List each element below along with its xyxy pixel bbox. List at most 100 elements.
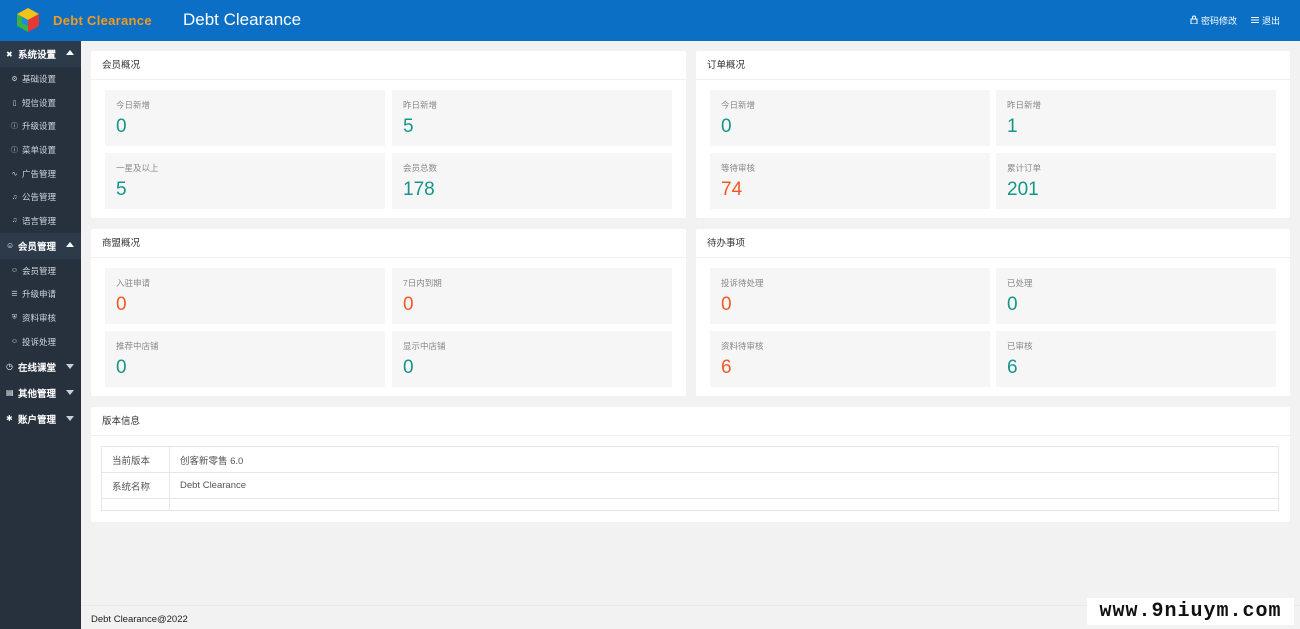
user-icon: ☺ — [6, 241, 15, 251]
stat-card: 已审核 6 — [996, 331, 1276, 387]
sidebar-item-label: 公告管理 — [22, 192, 57, 203]
sidebar-item-menu-settings[interactable]: ⓘ 菜单设置 — [0, 138, 81, 162]
chevron-up-icon — [66, 241, 74, 247]
stat-value: 5 — [116, 179, 127, 200]
stat-card: 入驻申请 0 — [105, 268, 385, 324]
stat-label: 今日新增 — [116, 100, 151, 110]
logo-text: Debt Clearance — [53, 12, 152, 28]
sidebar-item-language-management[interactable]: ♫ 语言管理 — [0, 209, 81, 233]
sidebar-item-label: 语言管理 — [22, 215, 57, 226]
stat-label: 7日内到期 — [403, 278, 442, 288]
top-links: 密码修改 退出 — [1190, 14, 1280, 27]
nav-group-label: 会员管理 — [18, 241, 57, 253]
panel-title: 会员概况 — [91, 51, 686, 80]
nav-group-member-management[interactable]: ☺ 会员管理 — [0, 232, 81, 259]
stat-value: 0 — [116, 294, 127, 315]
sidebar-item-basic-settings[interactable]: ⚙ 基础设置 — [0, 67, 81, 91]
watermark: www.9niuym.com — [1087, 598, 1294, 625]
stat-value: 5 — [403, 116, 414, 137]
stat-card: 7日内到期 0 — [392, 268, 672, 324]
nav-group-account-management[interactable]: ✱ 账户管理 — [0, 406, 81, 432]
stat-card: 等待审核 74 — [710, 153, 990, 209]
stat-value: 6 — [1007, 357, 1018, 378]
stat-label: 累计订单 — [1007, 163, 1042, 173]
sidebar-item-notice-management[interactable]: ♫ 公告管理 — [0, 185, 81, 209]
info-icon: ⓘ — [11, 123, 18, 131]
stat-card: 累计订单 201 — [996, 153, 1276, 209]
stat-label: 已处理 — [1007, 278, 1033, 288]
sidebar-item-complaints[interactable]: ☺ 投诉处理 — [0, 330, 81, 354]
sidebar-item-label: 升级申请 — [22, 289, 57, 300]
stat-card: 会员总数 178 — [392, 153, 672, 209]
stat-value: 6 — [721, 357, 732, 378]
sidebar: ✖ 系统设置 ⚙ 基础设置 ▯ 短信设置 ⓘ 升级设置 ⓘ 菜单设置 ∿ 广告管理 ♫ 公告… — [0, 41, 81, 629]
version-table: 当前版本 创客新零售 6.0 系统名称 Debt Clearance — [101, 446, 1279, 511]
sidebar-item-sms-settings[interactable]: ▯ 短信设置 — [0, 91, 81, 115]
panel-merchant-overview: 商盟概况 入驻申请 0 7日内到期 0 推荐中店铺 0 显示中店铺 0 — [91, 229, 686, 396]
bell-icon: ♫ — [11, 217, 18, 225]
stat-label: 等待审核 — [721, 163, 756, 173]
table-cell-value — [169, 498, 1279, 511]
stat-card: 已处理 0 — [996, 268, 1276, 324]
stat-label: 昨日新增 — [1007, 100, 1042, 110]
sidebar-item-label: 短信设置 — [22, 97, 57, 108]
chevron-down-icon — [66, 389, 74, 395]
nav-group-online-classroom[interactable]: ◷ 在线课堂 — [0, 354, 81, 380]
chevron-up-icon — [66, 50, 74, 55]
stat-label: 一星及以上 — [116, 163, 159, 173]
logo-cube-icon — [14, 6, 42, 34]
stat-card: 今日新增 0 — [710, 90, 990, 146]
stat-value: 0 — [116, 357, 127, 378]
table-cell-value: Debt Clearance — [169, 472, 1279, 499]
stat-label: 显示中店铺 — [403, 341, 446, 351]
table-cell-value: 创客新零售 6.0 — [169, 446, 1279, 473]
stat-value: 0 — [403, 294, 414, 315]
panel-title: 订单概况 — [696, 51, 1290, 80]
stat-value: 1 — [1007, 116, 1018, 137]
stat-value: 0 — [403, 357, 414, 378]
stat-label: 资料待审核 — [721, 341, 764, 351]
stat-value: 0 — [1007, 294, 1018, 315]
stat-label: 投诉待处理 — [721, 278, 764, 288]
stat-label: 会员总数 — [403, 163, 438, 173]
panel-member-overview: 会员概况 今日新增 0 昨日新增 5 一星及以上 5 会员总数 178 — [91, 51, 686, 218]
table-row: 系统名称 Debt Clearance — [101, 472, 1279, 499]
gear-icon: ✱ — [6, 414, 13, 424]
sidebar-item-label: 广告管理 — [22, 168, 57, 179]
sidebar-item-label: 基础设置 — [22, 73, 57, 84]
nav-group-other-management[interactable]: ▤ 其他管理 — [0, 380, 81, 406]
sidebar-item-label: 升级设置 — [22, 121, 57, 132]
sidebar-item-upgrade-settings[interactable]: ⓘ 升级设置 — [0, 114, 81, 138]
sidebar-item-upgrade-requests[interactable]: ☰ 升级申请 — [0, 283, 81, 307]
footer-text: Debt Clearance@2022 — [91, 614, 188, 625]
sidebar-item-members[interactable]: ☺ 会员管理 — [0, 259, 81, 283]
nav-group-label: 在线课堂 — [18, 362, 57, 374]
sidebar-item-label: 菜单设置 — [22, 144, 57, 155]
clock-icon: ◷ — [6, 362, 13, 372]
smile-icon: ☺ — [10, 338, 19, 346]
stat-label: 入驻申请 — [116, 278, 151, 288]
sidebar-item-label: 投诉处理 — [22, 336, 57, 347]
sidebar-item-ad-management[interactable]: ∿ 广告管理 — [0, 162, 81, 186]
logo[interactable]: Debt Clearance — [14, 6, 164, 34]
nav-group-system-settings[interactable]: ✖ 系统设置 — [0, 41, 81, 67]
panel-version-info: 版本信息 当前版本 创客新零售 6.0 系统名称 Debt Clearance — [91, 407, 1290, 522]
chevron-down-icon — [66, 415, 74, 421]
nav-group-label: 其他管理 — [18, 388, 57, 400]
change-password-link[interactable]: 密码修改 — [1190, 14, 1237, 27]
table-cell-key — [101, 498, 170, 511]
table-row: 当前版本 创客新零售 6.0 — [101, 446, 1279, 473]
user-icon: ☺ — [10, 267, 19, 275]
list-icon: ☰ — [11, 291, 18, 299]
change-password-label: 密码修改 — [1200, 16, 1237, 26]
panel-todo: 待办事项 投诉待处理 0 已处理 0 资料待审核 6 已审核 6 — [696, 229, 1290, 396]
stat-value: 0 — [721, 116, 732, 137]
table-cell-key: 当前版本 — [101, 446, 170, 473]
logout-link[interactable]: 退出 — [1250, 14, 1280, 27]
stat-card: 一星及以上 5 — [105, 153, 385, 209]
stat-label: 推荐中店铺 — [116, 341, 159, 351]
sidebar-item-profile-review[interactable]: ⛨ 资料审核 — [0, 306, 81, 330]
panel-title: 商盟概况 — [91, 229, 686, 258]
stat-value: 0 — [116, 116, 127, 137]
phone-icon: ▯ — [12, 99, 17, 107]
